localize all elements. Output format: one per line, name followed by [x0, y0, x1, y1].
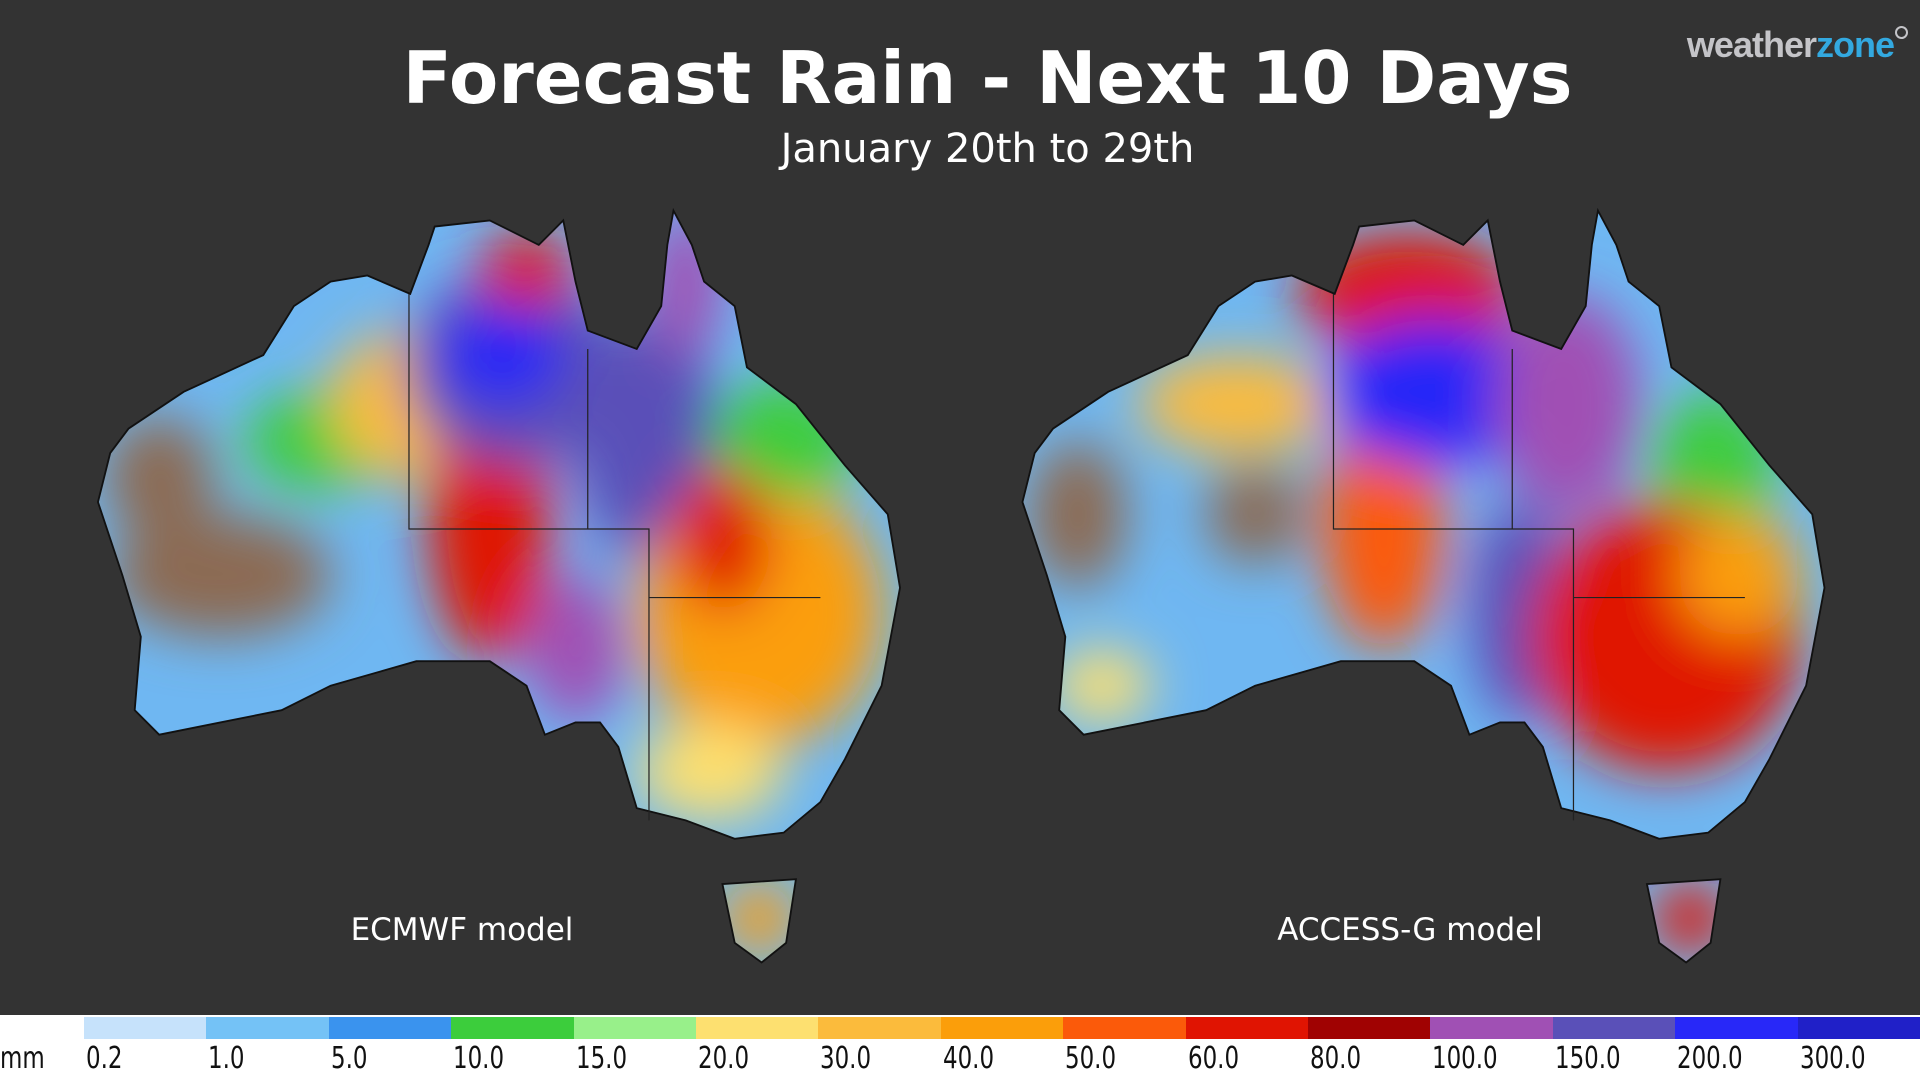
legend-swatch: [328, 1017, 452, 1039]
legend-swatch: [940, 1017, 1064, 1039]
legend-label: 40.0: [942, 1041, 994, 1076]
legend-swatch: [1430, 1017, 1553, 1039]
legend-label: 10.0: [453, 1041, 505, 1076]
rain-legend: mm 0.2 1.0 5.0 10.0 15.0 20.0 30.0 40.0 50.0 60.0…: [0, 1015, 1920, 1080]
legend-label: 100.0: [1432, 1041, 1499, 1076]
legend-label: 80.0: [1310, 1041, 1362, 1076]
page-title: Forecast Rain - Next 10 Days: [402, 36, 1573, 120]
ecmwf-map: [97, 210, 900, 963]
legend-swatch: [818, 1017, 941, 1039]
degree-icon: [1895, 26, 1908, 39]
legend-label: 150.0: [1554, 1041, 1621, 1076]
legend-swatch: [84, 1017, 207, 1039]
legend-label: 300.0: [1799, 1041, 1866, 1076]
legend-label: 200.0: [1677, 1041, 1743, 1076]
legend-swatch: [696, 1017, 819, 1039]
access-g-model-label: ACCESS-G model: [1277, 912, 1543, 948]
legend-label: 50.0: [1065, 1041, 1117, 1076]
legend-swatch: [1308, 1017, 1431, 1039]
legend-label: 0.2: [86, 1041, 123, 1076]
state-borders: [408, 293, 1745, 821]
legend-swatch: [573, 1017, 697, 1039]
page-subtitle: January 20th to 29th: [780, 126, 1195, 172]
legend-unit: mm: [0, 1041, 45, 1076]
legend-swatch: [1552, 1017, 1676, 1039]
legend-label: 20.0: [698, 1041, 750, 1076]
legend-label: 15.0: [575, 1041, 627, 1076]
legend-label: 30.0: [820, 1041, 872, 1076]
access-g-map: [1022, 210, 1825, 963]
legend-swatch: [1675, 1017, 1798, 1039]
legend-swatch: [451, 1017, 574, 1039]
legend-swatch: [1185, 1017, 1309, 1039]
legend-swatch: [1797, 1017, 1920, 1039]
legend-label: 60.0: [1187, 1041, 1239, 1076]
legend-swatch: [1063, 1017, 1186, 1039]
weatherzone-logo: weatherzone: [1687, 24, 1908, 66]
legend-swatch: [206, 1017, 329, 1039]
legend-label: 5.0: [330, 1041, 368, 1076]
legend-label: 1.0: [208, 1041, 245, 1076]
ecmwf-model-label: ECMWF model: [350, 912, 574, 948]
legend-colorbar: [84, 1017, 1920, 1039]
